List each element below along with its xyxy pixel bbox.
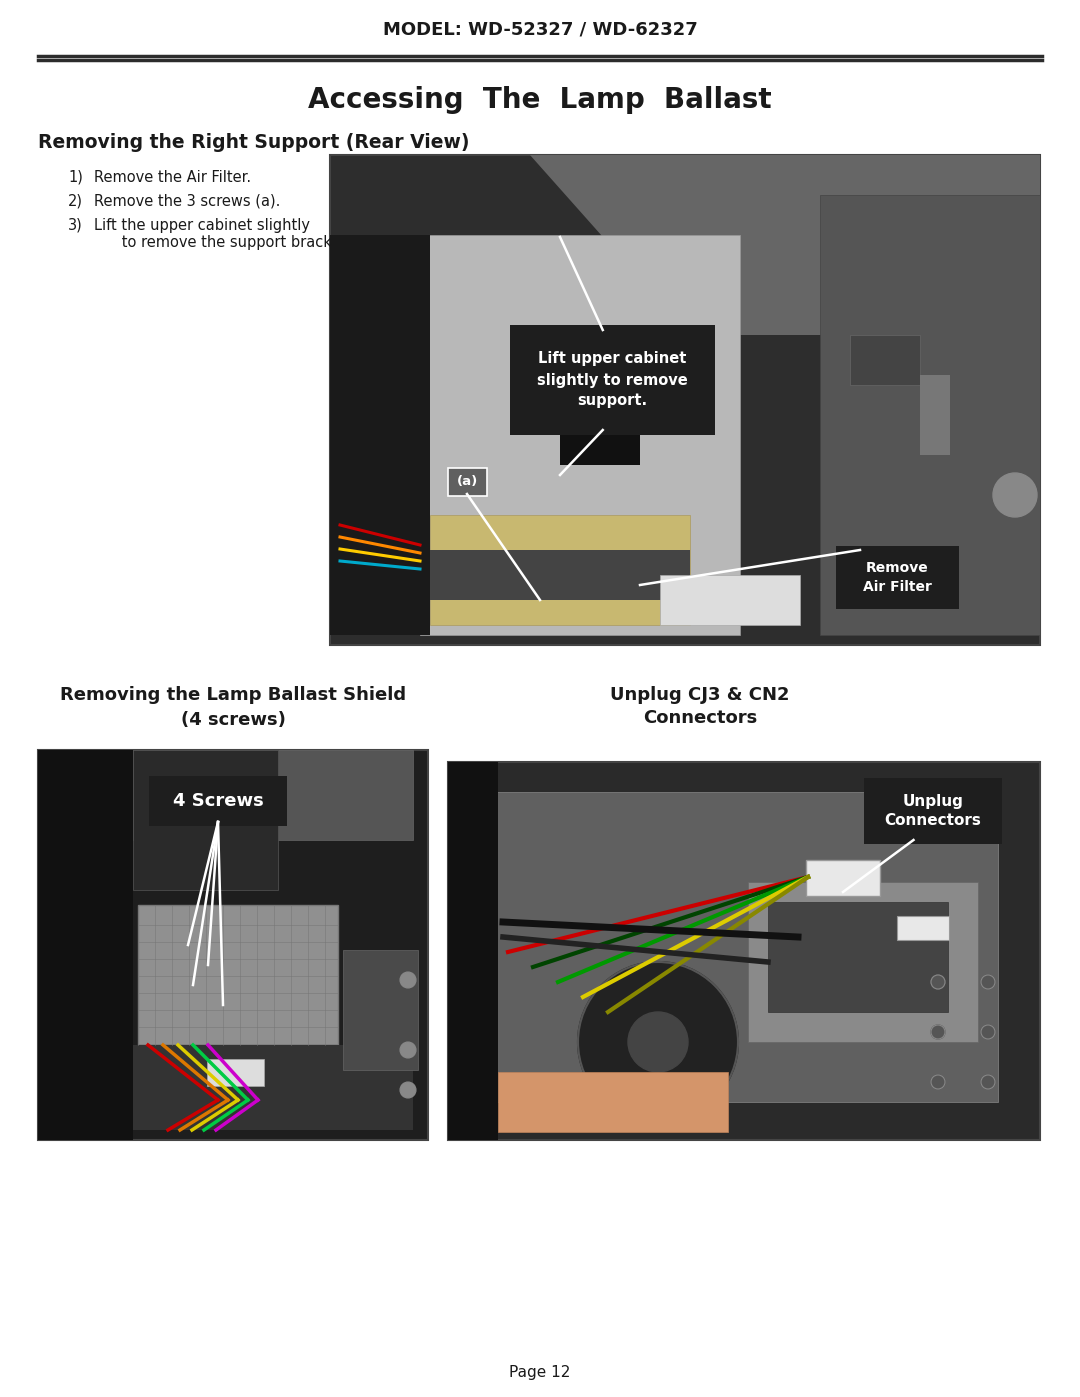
Text: Remove the 3 screws (a).: Remove the 3 screws (a). bbox=[94, 194, 281, 210]
Text: Unplug
Connectors: Unplug Connectors bbox=[885, 793, 982, 828]
FancyBboxPatch shape bbox=[133, 750, 413, 840]
FancyBboxPatch shape bbox=[488, 792, 998, 1102]
FancyBboxPatch shape bbox=[330, 155, 1040, 645]
Circle shape bbox=[981, 975, 995, 989]
FancyBboxPatch shape bbox=[420, 235, 740, 636]
Text: (a): (a) bbox=[457, 475, 477, 489]
Text: Remove the Air Filter.: Remove the Air Filter. bbox=[94, 170, 252, 184]
FancyBboxPatch shape bbox=[748, 882, 978, 1042]
Circle shape bbox=[627, 1011, 688, 1071]
Text: Accessing  The  Lamp  Ballast: Accessing The Lamp Ballast bbox=[308, 87, 772, 115]
FancyBboxPatch shape bbox=[498, 1071, 728, 1132]
FancyBboxPatch shape bbox=[561, 405, 640, 465]
FancyBboxPatch shape bbox=[207, 1059, 264, 1085]
Circle shape bbox=[400, 1042, 416, 1058]
FancyBboxPatch shape bbox=[430, 550, 690, 599]
FancyBboxPatch shape bbox=[806, 861, 880, 895]
Circle shape bbox=[400, 972, 416, 988]
Circle shape bbox=[993, 474, 1037, 517]
FancyBboxPatch shape bbox=[448, 468, 487, 496]
FancyBboxPatch shape bbox=[149, 775, 287, 826]
FancyBboxPatch shape bbox=[38, 750, 428, 1140]
Text: Removing the Right Support (Rear View): Removing the Right Support (Rear View) bbox=[38, 134, 470, 152]
FancyBboxPatch shape bbox=[836, 546, 959, 609]
Circle shape bbox=[400, 1083, 416, 1098]
Text: Connectors: Connectors bbox=[643, 710, 757, 726]
FancyBboxPatch shape bbox=[430, 515, 690, 624]
Text: 4 Screws: 4 Screws bbox=[173, 792, 264, 810]
Text: Unplug CJ3 & CN2: Unplug CJ3 & CN2 bbox=[610, 686, 789, 704]
Circle shape bbox=[578, 963, 738, 1122]
Text: Lift the upper cabinet slightly
      to remove the support bracket.: Lift the upper cabinet slightly to remov… bbox=[94, 218, 351, 250]
Text: (4 screws): (4 screws) bbox=[180, 711, 285, 729]
FancyBboxPatch shape bbox=[38, 750, 133, 1140]
FancyBboxPatch shape bbox=[133, 750, 278, 890]
Text: Removing the Lamp Ballast Shield: Removing the Lamp Ballast Shield bbox=[59, 686, 406, 704]
Circle shape bbox=[931, 1025, 945, 1039]
Circle shape bbox=[981, 1076, 995, 1090]
FancyBboxPatch shape bbox=[343, 950, 418, 1070]
FancyBboxPatch shape bbox=[448, 761, 1040, 1140]
Circle shape bbox=[931, 975, 945, 989]
Text: 2): 2) bbox=[68, 194, 83, 210]
Circle shape bbox=[931, 1076, 945, 1090]
Text: Page 12: Page 12 bbox=[510, 1365, 570, 1379]
FancyBboxPatch shape bbox=[448, 761, 498, 1140]
Text: MODEL: WD-52327 / WD-62327: MODEL: WD-52327 / WD-62327 bbox=[382, 21, 698, 39]
FancyBboxPatch shape bbox=[864, 778, 1002, 844]
FancyBboxPatch shape bbox=[510, 326, 715, 434]
FancyBboxPatch shape bbox=[850, 335, 920, 386]
Text: 1): 1) bbox=[68, 170, 83, 184]
FancyBboxPatch shape bbox=[138, 905, 338, 1045]
Text: Remove
Air Filter: Remove Air Filter bbox=[863, 562, 932, 594]
FancyBboxPatch shape bbox=[920, 374, 950, 455]
Text: Lift upper cabinet
slightly to remove
support.: Lift upper cabinet slightly to remove su… bbox=[537, 352, 688, 408]
FancyBboxPatch shape bbox=[768, 902, 948, 1011]
FancyBboxPatch shape bbox=[897, 916, 949, 940]
FancyBboxPatch shape bbox=[660, 576, 800, 624]
Text: 3): 3) bbox=[68, 218, 83, 233]
Polygon shape bbox=[530, 155, 1040, 335]
FancyBboxPatch shape bbox=[820, 196, 1040, 636]
FancyBboxPatch shape bbox=[133, 1045, 413, 1130]
FancyBboxPatch shape bbox=[330, 235, 430, 636]
Circle shape bbox=[981, 1025, 995, 1039]
